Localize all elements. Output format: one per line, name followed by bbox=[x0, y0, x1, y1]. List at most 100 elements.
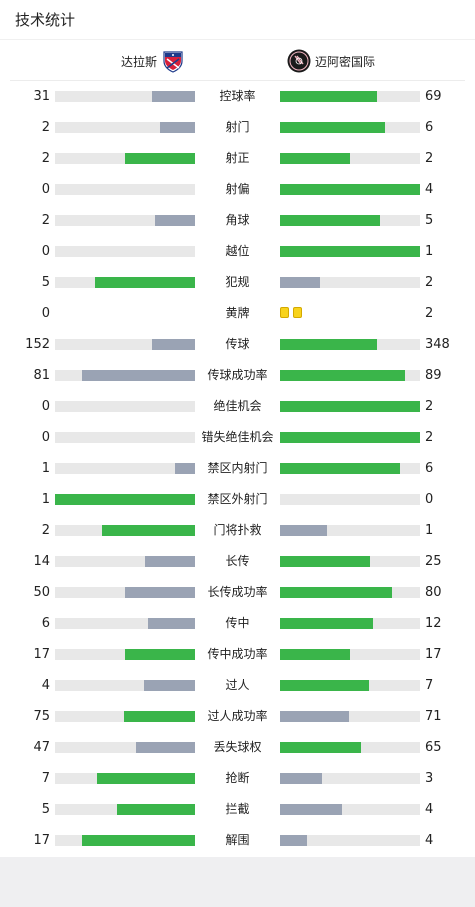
home-bar-track bbox=[55, 587, 195, 598]
away-value: 25 bbox=[425, 554, 442, 569]
stats-card: 技术统计 达拉斯 bbox=[0, 0, 475, 857]
home-bar-track bbox=[55, 153, 195, 164]
stat-label: 射偏 bbox=[225, 182, 250, 196]
home-bar-track bbox=[55, 649, 195, 660]
home-bar-fill bbox=[152, 339, 195, 350]
home-bar-track bbox=[55, 556, 195, 567]
away-bar-fill bbox=[280, 804, 342, 815]
home-value: 7 bbox=[41, 771, 50, 786]
home-bar-track bbox=[55, 525, 195, 536]
home-bar-track bbox=[55, 184, 195, 195]
away-value: 7 bbox=[425, 678, 434, 693]
fc-dallas-crest-icon bbox=[161, 49, 185, 73]
away-value: 71 bbox=[425, 709, 442, 724]
away-bar-track bbox=[280, 184, 420, 195]
away-value: 6 bbox=[425, 120, 434, 135]
away-bar-fill bbox=[280, 91, 377, 102]
away-bar-track bbox=[280, 122, 420, 133]
away-value: 3 bbox=[425, 771, 434, 786]
home-value: 81 bbox=[33, 368, 50, 383]
away-bar-track bbox=[280, 742, 420, 753]
away-bar-fill bbox=[280, 432, 420, 443]
stat-row: 0 错失绝佳机会 2 bbox=[0, 422, 475, 453]
stat-label: 传球成功率 bbox=[207, 368, 268, 382]
away-value: 17 bbox=[425, 647, 442, 662]
home-bar-fill bbox=[155, 215, 195, 226]
stat-row: 0 越位 1 bbox=[0, 236, 475, 267]
away-value: 80 bbox=[425, 585, 442, 600]
home-value: 6 bbox=[41, 616, 50, 631]
away-value: 65 bbox=[425, 740, 442, 755]
home-value: 152 bbox=[25, 337, 50, 352]
away-value: 2 bbox=[425, 399, 434, 414]
away-bar-fill bbox=[280, 525, 327, 536]
stat-row: 2 射门 6 bbox=[0, 112, 475, 143]
home-bar-fill bbox=[145, 556, 195, 567]
away-bar-fill bbox=[280, 773, 322, 784]
away-bar-fill bbox=[280, 401, 420, 412]
stat-row: 1 禁区外射门 0 bbox=[0, 484, 475, 515]
home-value: 75 bbox=[33, 709, 50, 724]
home-value: 0 bbox=[41, 399, 50, 414]
home-bar-track bbox=[55, 401, 195, 412]
home-bar-fill bbox=[125, 153, 195, 164]
home-bar-fill bbox=[152, 91, 195, 102]
home-bar-track bbox=[55, 215, 195, 226]
stat-label: 拦截 bbox=[225, 802, 250, 816]
home-bar-track bbox=[55, 122, 195, 133]
yellow-cards bbox=[280, 307, 302, 318]
yellow-card-icon bbox=[280, 307, 289, 318]
away-bar-fill bbox=[280, 277, 320, 288]
away-bar-track bbox=[280, 711, 420, 722]
home-bar-fill bbox=[82, 370, 195, 381]
home-bar-fill bbox=[175, 463, 195, 474]
away-value: 2 bbox=[425, 151, 434, 166]
stat-label: 传球 bbox=[225, 337, 250, 351]
home-bar-fill bbox=[144, 680, 195, 691]
stat-label: 丢失球权 bbox=[213, 740, 262, 754]
away-bar-track bbox=[280, 246, 420, 257]
away-team-name: 迈阿密国际 bbox=[315, 54, 376, 69]
away-value: 6 bbox=[425, 461, 434, 476]
away-bar-fill bbox=[280, 587, 392, 598]
home-bar-fill bbox=[148, 618, 195, 629]
away-bar-track bbox=[280, 835, 420, 846]
stat-label: 控球率 bbox=[219, 89, 256, 103]
stat-row: 50 长传成功率 80 bbox=[0, 577, 475, 608]
inter-miami-crest-icon bbox=[287, 49, 311, 73]
away-bar-fill bbox=[280, 215, 380, 226]
away-bar-track bbox=[280, 153, 420, 164]
stat-row: 75 过人成功率 71 bbox=[0, 701, 475, 732]
away-bar-fill bbox=[280, 122, 385, 133]
away-value: 5 bbox=[425, 213, 434, 228]
home-bar-track bbox=[55, 618, 195, 629]
stat-label: 长传成功率 bbox=[207, 585, 268, 599]
away-value: 1 bbox=[425, 244, 434, 259]
home-bar-track bbox=[55, 742, 195, 753]
away-bar-track bbox=[280, 680, 420, 691]
stat-label: 角球 bbox=[225, 213, 250, 227]
away-bar-fill bbox=[280, 463, 400, 474]
stat-label: 禁区外射门 bbox=[207, 492, 268, 506]
stat-label: 解围 bbox=[225, 833, 250, 847]
home-bar-fill bbox=[136, 742, 195, 753]
away-team[interactable]: 迈阿密国际 bbox=[287, 49, 375, 73]
away-bar-fill bbox=[280, 711, 349, 722]
home-bar-fill bbox=[55, 494, 195, 505]
stat-label: 射正 bbox=[225, 151, 250, 165]
away-bar-fill bbox=[280, 742, 361, 753]
stat-row: 2 射正 2 bbox=[0, 143, 475, 174]
home-team[interactable]: 达拉斯 bbox=[121, 49, 185, 73]
away-bar-track bbox=[280, 556, 420, 567]
away-bar-track bbox=[280, 525, 420, 536]
away-bar-fill bbox=[280, 370, 405, 381]
home-bar-track bbox=[55, 835, 195, 846]
away-value: 12 bbox=[425, 616, 442, 631]
home-bar-track bbox=[55, 494, 195, 505]
stat-row: 152 传球 348 bbox=[0, 329, 475, 360]
away-bar-fill bbox=[280, 556, 370, 567]
stat-label: 射门 bbox=[225, 120, 250, 134]
away-bar-track bbox=[280, 463, 420, 474]
home-value: 2 bbox=[41, 151, 50, 166]
stat-row: 1 禁区内射门 6 bbox=[0, 453, 475, 484]
